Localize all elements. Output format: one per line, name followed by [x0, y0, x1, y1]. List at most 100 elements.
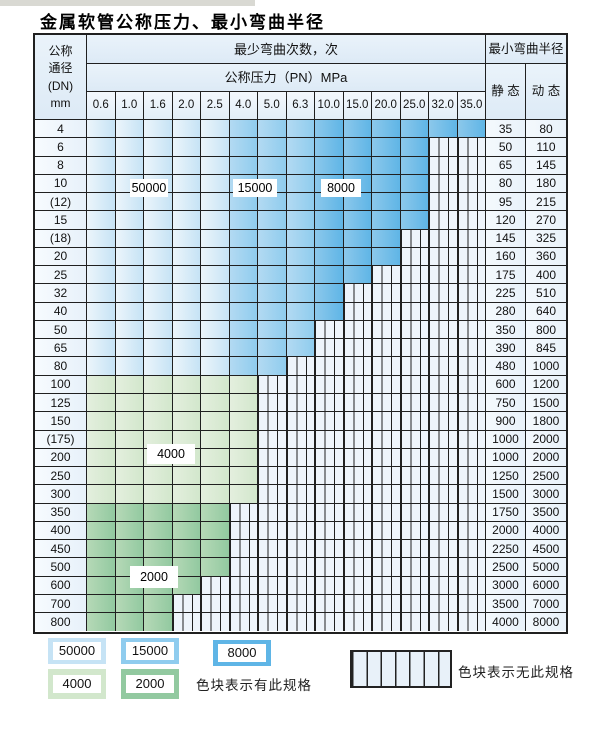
spec-cell — [144, 247, 173, 267]
no-spec-cell — [229, 576, 258, 595]
static-radius-cell: 2500 — [486, 558, 526, 577]
dynamic-radius-cell: 110 — [526, 138, 566, 157]
dn-cell: 80 — [35, 357, 87, 376]
no-spec-cell — [429, 521, 458, 541]
no-spec-cell — [343, 558, 372, 577]
spec-cell — [172, 393, 201, 413]
spec-cell — [315, 302, 344, 321]
spec-cell — [172, 558, 201, 577]
no-spec-cell — [229, 521, 258, 541]
spec-cell — [115, 521, 144, 541]
pressure-tick: 1.6 — [144, 92, 173, 120]
spec-cell — [400, 156, 429, 175]
spec-cell — [115, 229, 144, 248]
no-spec-cell — [429, 503, 458, 522]
spec-cell — [115, 211, 144, 230]
static-radius-cell: 35 — [486, 120, 526, 139]
spec-cell — [115, 357, 144, 376]
spec-cell — [115, 247, 144, 267]
dn-cell: 125 — [35, 393, 87, 413]
legend-no-spec-text: 色块表示无此规格 — [458, 665, 574, 680]
spec-cell — [172, 120, 201, 139]
no-spec-cell — [286, 576, 315, 595]
no-spec-cell — [429, 375, 458, 394]
no-spec-cell — [315, 430, 344, 449]
no-spec-cell — [457, 247, 486, 267]
spec-cell — [286, 302, 315, 321]
spec-cell — [372, 229, 401, 248]
spec-cell — [229, 320, 258, 340]
dn-cell: 6 — [35, 138, 87, 157]
dynamic-radius-cell: 1000 — [526, 357, 566, 376]
no-spec-cell — [429, 138, 458, 157]
spec-cell — [201, 229, 230, 248]
no-spec-cell — [429, 229, 458, 248]
no-spec-cell — [400, 467, 429, 486]
spec-cell — [172, 467, 201, 486]
spec-cell — [315, 266, 344, 285]
spec-cell — [229, 302, 258, 321]
no-spec-cell — [286, 430, 315, 449]
spec-cell — [115, 339, 144, 358]
no-spec-cell — [457, 375, 486, 394]
dynamic-radius-cell: 640 — [526, 302, 566, 321]
spec-cell — [87, 320, 116, 340]
spec-cell — [87, 247, 116, 267]
no-spec-cell — [315, 594, 344, 614]
spec-cell — [229, 266, 258, 285]
spec-cell — [87, 467, 116, 486]
no-spec-cell — [400, 229, 429, 248]
no-spec-cell — [258, 485, 287, 504]
static-radius-cell: 1750 — [486, 503, 526, 522]
dynamic-radius-cell: 4500 — [526, 540, 566, 559]
no-spec-cell — [315, 393, 344, 413]
no-spec-cell — [457, 613, 486, 632]
no-spec-cell — [229, 558, 258, 577]
no-spec-cell — [258, 576, 287, 595]
spec-cell — [115, 320, 144, 340]
dn-header-line: mm — [50, 95, 71, 110]
spec-cell — [87, 229, 116, 248]
spec-cell — [315, 193, 344, 212]
static-radius-cell: 350 — [486, 320, 526, 340]
spec-cell — [229, 448, 258, 468]
spec-cell — [172, 576, 201, 595]
spec-cell — [201, 247, 230, 267]
dn-cell: 100 — [35, 375, 87, 394]
no-spec-cell — [457, 156, 486, 175]
dn-cell: 10 — [35, 174, 87, 194]
spec-cell — [172, 193, 201, 212]
dn-cell: (12) — [35, 193, 87, 212]
no-spec-cell — [429, 302, 458, 321]
spec-cell — [201, 193, 230, 212]
no-spec-cell — [229, 613, 258, 632]
no-spec-cell — [286, 485, 315, 504]
no-spec-cell — [201, 594, 230, 614]
spec-cell — [229, 357, 258, 376]
spec-cell — [258, 138, 287, 157]
spec-cell — [172, 174, 201, 194]
spec-cell — [201, 138, 230, 157]
spec-cell — [229, 120, 258, 139]
pressure-tick: 20.0 — [372, 92, 401, 120]
no-spec-cell — [286, 594, 315, 614]
spec-cell — [315, 247, 344, 267]
spec-cell — [286, 339, 315, 358]
spec-cell — [172, 339, 201, 358]
dynamic-radius-cell: 800 — [526, 320, 566, 340]
no-spec-cell — [372, 412, 401, 431]
no-spec-cell — [372, 448, 401, 468]
spec-cell — [286, 247, 315, 267]
spec-cell — [400, 193, 429, 212]
no-spec-cell — [457, 302, 486, 321]
spec-cell — [87, 576, 116, 595]
spec-cell — [201, 339, 230, 358]
cycle-count-overlay-label: 8000 — [321, 179, 361, 197]
no-spec-cell — [372, 503, 401, 522]
dn-header-line: 公称 — [48, 44, 73, 59]
spec-cell — [144, 467, 173, 486]
no-spec-cell — [457, 430, 486, 449]
spec-cell — [87, 357, 116, 376]
no-spec-cell — [372, 284, 401, 303]
dynamic-radius-cell: 2500 — [526, 467, 566, 486]
